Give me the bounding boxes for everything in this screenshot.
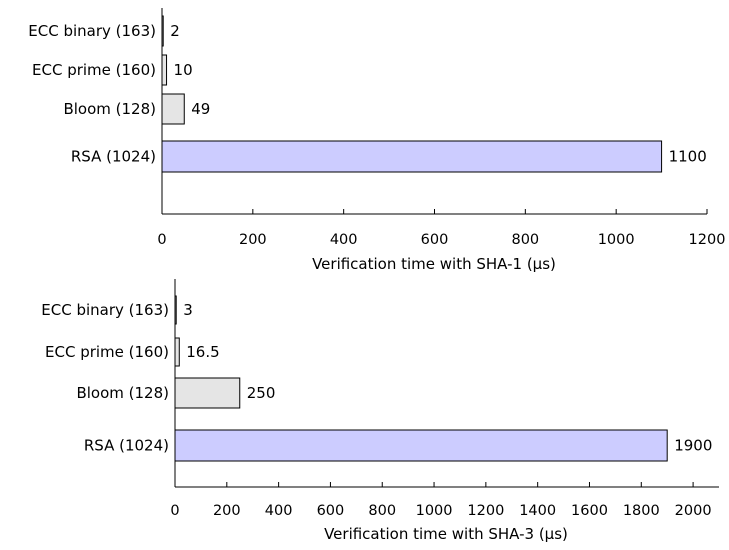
sha3-x-tick-label: 1600 <box>571 503 608 519</box>
sha1-chart: 0 200 400 600 800 1000 1200 ECC binary (163) 2 EC… <box>28 8 725 273</box>
sha3-x-tick-label: 800 <box>368 503 396 519</box>
sha1-category-label: RSA (1024) <box>71 148 156 166</box>
sha3-x-tick-label: 1800 <box>623 503 660 519</box>
sha3-x-tick-label: 1400 <box>519 503 556 519</box>
sha3-bar <box>174 295 177 325</box>
sha3-data-label: 1900 <box>674 437 712 455</box>
sha3-data-label: 250 <box>247 384 276 402</box>
sha3-x-tick-label: 400 <box>265 503 293 519</box>
sha1-data-label: 1100 <box>669 148 707 166</box>
sha1-x-tick-label: 400 <box>330 232 358 248</box>
sha3-category-label: ECC prime (160) <box>45 343 169 361</box>
sha3-category-label: Bloom (128) <box>76 384 169 402</box>
sha3-bar <box>174 377 241 409</box>
sha3-x-tick-label: 1200 <box>467 503 504 519</box>
sha1-x-tick-label: 1000 <box>598 232 635 248</box>
sha3-x-tick-label: 2000 <box>675 503 712 519</box>
sha1-x-tick-label: 0 <box>157 232 166 248</box>
sha3-x-tick-label: 200 <box>213 503 241 519</box>
sha3-bar <box>174 337 180 367</box>
sha1-category-label: ECC binary (163) <box>28 22 156 40</box>
sha1-x-tick-label: 1200 <box>689 232 726 248</box>
sha1-bar <box>161 15 164 47</box>
sha1-x-axis-title: Verification time with SHA-1 (μs) <box>312 255 556 273</box>
sha3-category-label: RSA (1024) <box>84 437 169 455</box>
sha3-x-tick-label: 0 <box>170 503 179 519</box>
sha1-bar <box>161 54 168 86</box>
sha1-x-tick-label: 600 <box>421 232 449 248</box>
sha1-data-label: 49 <box>191 100 210 118</box>
sha1-x-tick-label: 200 <box>239 232 267 248</box>
sha3-category-label: ECC binary (163) <box>41 301 169 319</box>
sha1-category-label: ECC prime (160) <box>32 61 156 79</box>
sha3-data-label: 3 <box>183 301 193 319</box>
sha1-x-tick-label: 800 <box>511 232 539 248</box>
sha1-bar <box>161 93 185 125</box>
sha1-data-label: 10 <box>174 61 193 79</box>
sha3-chart: 0 200 400 600 800 1000 1200 1400 1600 1800 2000 ECC… <box>41 279 719 543</box>
sha3-x-tick-label: 1000 <box>416 503 453 519</box>
sha3-bar <box>174 429 668 462</box>
sha3-data-label: 16.5 <box>186 343 219 361</box>
sha3-x-axis-title: Verification time with SHA-3 (μs) <box>324 525 568 543</box>
sha3-x-tick-label: 600 <box>317 503 345 519</box>
sha1-category-label: Bloom (128) <box>63 100 156 118</box>
sha1-bar <box>161 140 663 173</box>
sha1-data-label: 2 <box>170 22 180 40</box>
